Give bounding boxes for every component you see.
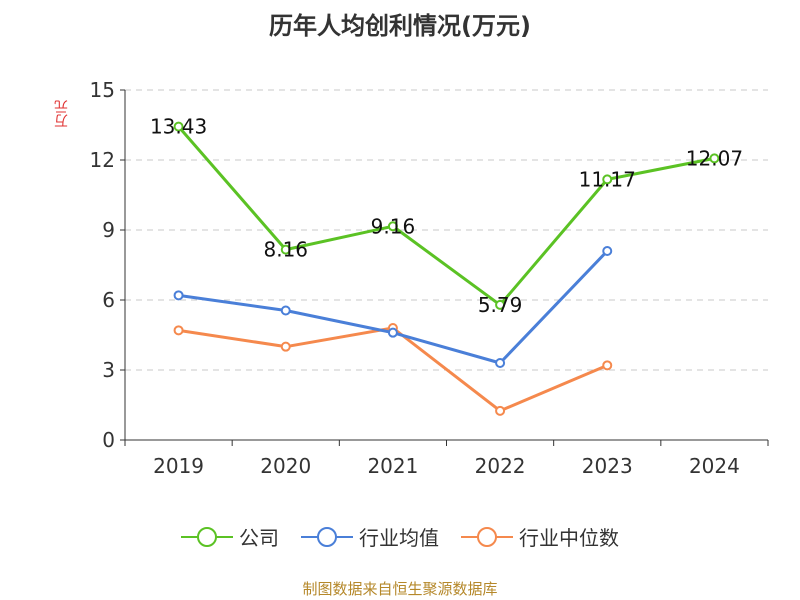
legend-label-industry-median: 行业中位数	[519, 526, 619, 550]
y-tick-label: 9	[102, 218, 115, 242]
legend-swatch-industry-mean	[301, 526, 353, 547]
data-point	[387, 327, 398, 338]
x-tick-label: 2019	[153, 454, 204, 478]
data-point	[280, 341, 291, 352]
legend-label-company: 公司	[239, 526, 279, 550]
legend-item-industry-mean[interactable]: 行业均值	[301, 522, 439, 551]
data-point	[495, 405, 506, 416]
legend-swatch-marker	[197, 526, 217, 547]
legend-item-industry-median[interactable]: 行业中位数	[461, 522, 619, 551]
legend-swatch-company	[181, 526, 233, 547]
data-point	[709, 153, 720, 164]
chart-title: 历年人均创利情况(万元)	[269, 12, 531, 40]
y-tick-label: 3	[102, 358, 115, 382]
data-label: 5.79	[478, 293, 523, 317]
legend-item-company[interactable]: 公司	[181, 522, 279, 551]
series-line-1	[178, 249, 609, 365]
data-point	[602, 360, 613, 371]
data-point	[173, 325, 184, 336]
legend-swatch-marker	[477, 526, 497, 547]
series-line-2	[178, 326, 608, 413]
x-tick-label: 2021	[367, 454, 418, 478]
data-point	[173, 121, 184, 132]
series-line-0	[177, 125, 715, 307]
data-point	[280, 244, 291, 255]
data-point	[495, 358, 506, 368]
x-tick-label: 2020	[260, 454, 311, 478]
x-tick-label: 2023	[582, 454, 633, 478]
data-point	[602, 246, 613, 256]
data-point	[495, 299, 506, 310]
data-point	[280, 305, 291, 316]
y-tick-label: 6	[102, 288, 115, 312]
data-label: 12.07	[686, 146, 743, 170]
legend-swatch-marker	[317, 526, 337, 547]
y-tick-label: 12	[90, 148, 115, 172]
data-label: 11.17	[579, 167, 636, 191]
x-tick-label: 2022	[475, 454, 526, 478]
source-note: 制图数据来自恒生聚源数据库	[302, 580, 498, 598]
data-label: 13.43	[150, 115, 207, 139]
y-tick-label: 15	[90, 78, 115, 102]
legend-label-industry-mean: 行业均值	[359, 526, 439, 550]
legend: 公司 行业均值 行业中位数	[0, 522, 800, 551]
y-tick-label: 0	[102, 428, 115, 452]
data-label: 9.16	[371, 214, 416, 238]
legend-swatch-industry-median	[461, 526, 513, 547]
data-point	[387, 221, 398, 232]
data-point	[173, 290, 184, 301]
x-tick-label: 2024	[689, 454, 740, 478]
data-label: 8.16	[263, 238, 308, 262]
data-point	[602, 174, 613, 185]
